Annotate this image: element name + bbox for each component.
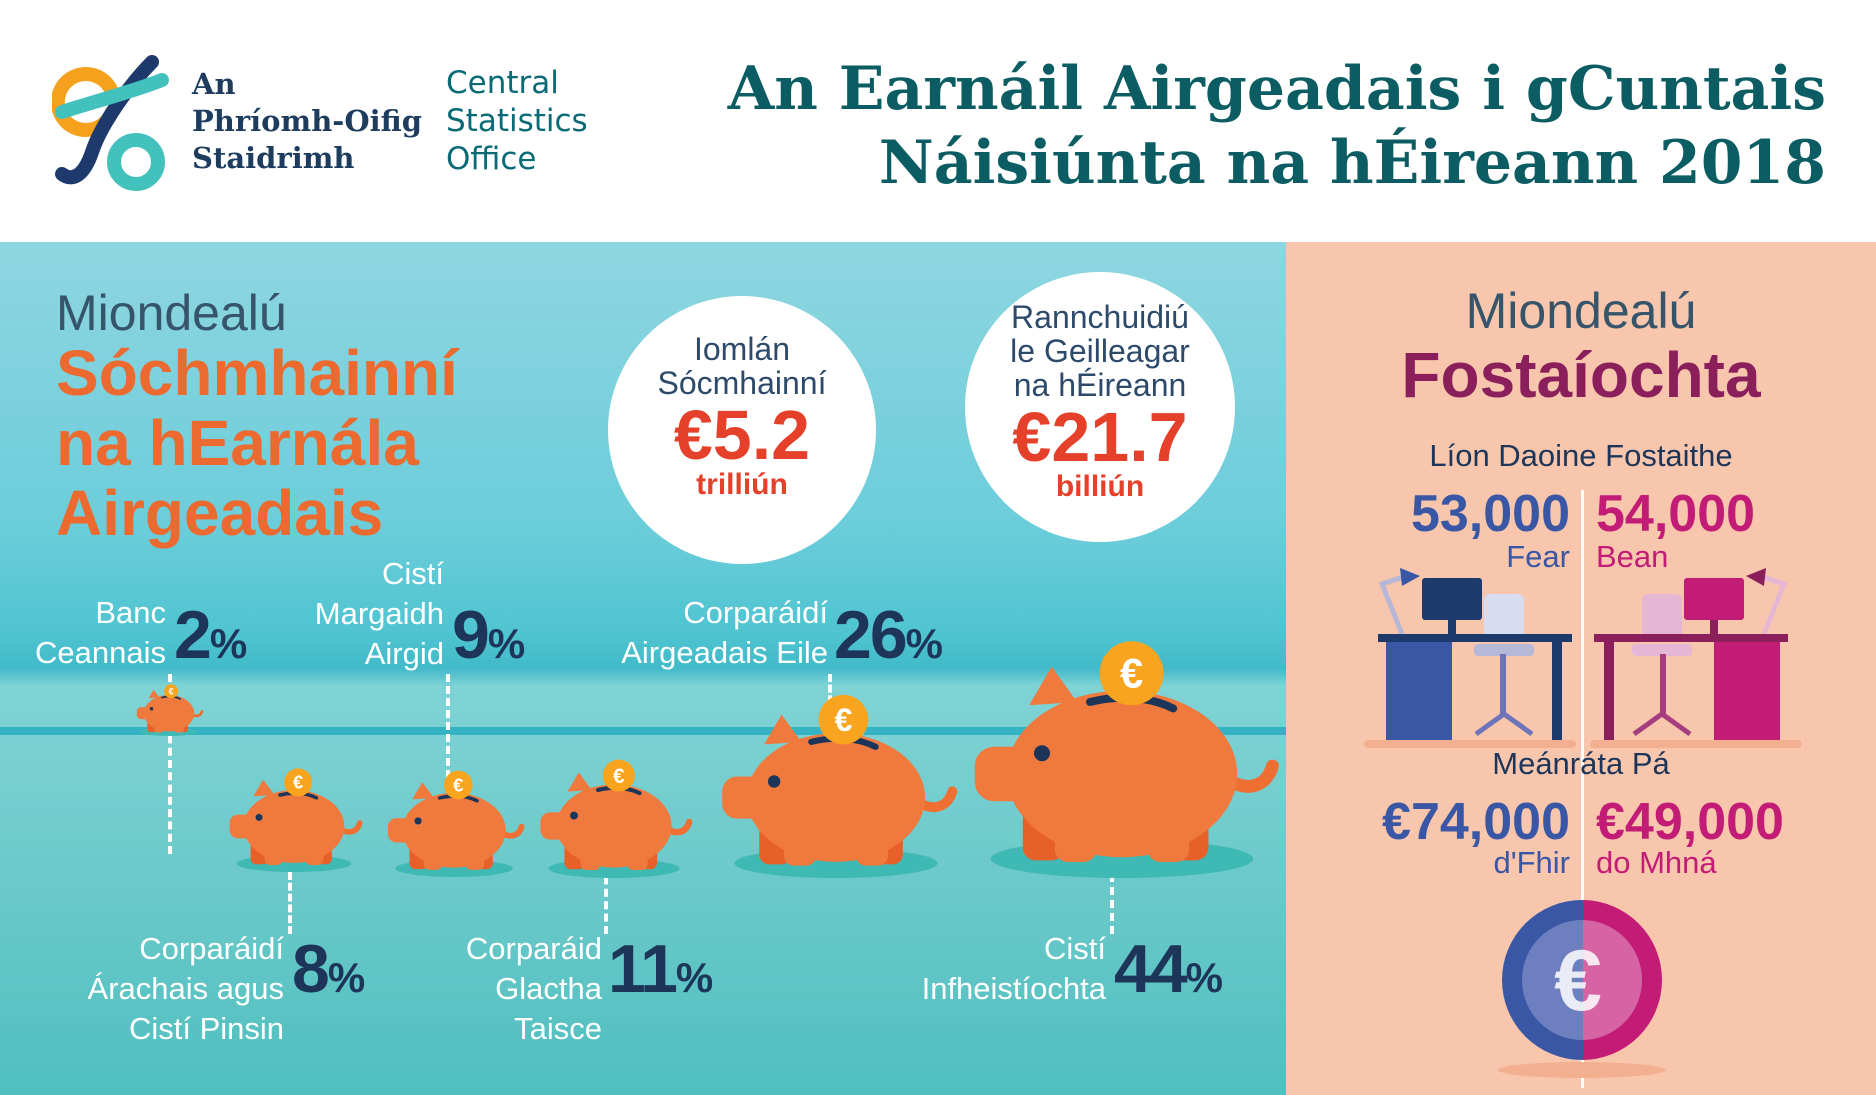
euro-coin-icon — [1099, 641, 1164, 706]
lamp-icon — [1746, 568, 1766, 586]
segment-label-investment-funds: Cistí Infheistíochta — [921, 931, 1106, 1006]
headcount-heading: Líon Daoine Fostaithe — [1429, 438, 1733, 473]
leader-line-investment-funds — [1110, 874, 1114, 934]
assets-subtitle-big: Sóchmhainní na hEarnála Airgeadais — [56, 337, 458, 549]
contribution-label-2: le Geilleagar — [1010, 333, 1190, 369]
segment-percent-insurance-pension: 8% — [292, 931, 365, 1007]
logo-english-name: Central Statistics Office — [446, 65, 588, 177]
men-label: Fear — [1506, 539, 1570, 574]
segment-label-other-financial-corporations: Corparáidí Airgeadais Eile — [621, 595, 828, 670]
segment-label-insurance-pension: Corparáidí Árachais agus Cistí Pinsin — [87, 931, 284, 1046]
contribution-label-3: na hÉireann — [1013, 367, 1187, 403]
leader-line-other-financial-corporations — [828, 674, 832, 714]
leader-line-insurance-pension — [288, 872, 292, 934]
total-assets-unit: trilliún — [696, 468, 788, 501]
women-count: 54,000 — [1596, 485, 1756, 543]
contribution-circle: Rannchuidiú le Geilleagar na hÉireann €2… — [965, 272, 1235, 542]
assets-panel: Miondealú Sóchmhainní na hEarnála Airgea… — [0, 242, 1286, 1095]
segment-label-deposit-taking: Corparáid Glactha Taisce — [465, 931, 602, 1046]
segment-percent-other-financial-corporations: 26% — [834, 597, 943, 673]
women-label: Bean — [1596, 539, 1669, 574]
euro-coin-icon — [443, 770, 473, 800]
employment-subtitle-small: Miondealú — [1465, 283, 1697, 339]
office-chair-icon — [1642, 594, 1682, 640]
men-pay-label: d'Fhir — [1493, 845, 1570, 880]
lamp-icon — [1400, 568, 1420, 586]
logo-irish-name: An Phríomh-Oifig Staidrimh — [192, 67, 422, 175]
assets-subtitle-small: Miondealú — [56, 285, 287, 341]
euro-coin-icon: € — [1498, 900, 1666, 1078]
euro-coin-icon — [284, 768, 313, 797]
employment-panel: Miondealú Fostaíochta Líon Daoine Fostai… — [1286, 242, 1876, 1095]
euro-coin-icon — [602, 759, 635, 792]
piggy-bank-icon-deposit-taking — [534, 759, 694, 878]
cso-logo-icon — [52, 55, 169, 191]
men-desk-icon — [1364, 568, 1576, 748]
men-count: 53,000 — [1410, 485, 1570, 543]
segment-label-money-market-funds: Cistí Margaidh Airgid — [314, 556, 444, 671]
contribution-label-1: Rannchuidiú — [1011, 299, 1189, 335]
employment-subtitle-big: Fostaíochta — [1401, 339, 1761, 411]
monitor-icon — [1684, 578, 1744, 620]
piggy-bank-icon-money-market-funds — [382, 770, 526, 877]
shelf-divider — [0, 727, 1286, 735]
header: An Phríomh-Oifig Staidrimh Central Stati… — [0, 0, 1876, 242]
piggy-bank-icon-investment-funds — [962, 641, 1282, 878]
total-assets-label-1: Iomlán — [693, 331, 791, 367]
svg-text:€: € — [1554, 933, 1602, 1029]
contribution-value: €21.7 — [1012, 398, 1188, 476]
pay-heading: Meánráta Pá — [1492, 746, 1670, 781]
euro-coin-icon — [164, 684, 179, 699]
segment-percent-money-market-funds: 9% — [452, 597, 525, 673]
piggy-bank-icon-other-financial-corporations — [712, 694, 960, 878]
total-assets-value: €5.2 — [673, 396, 811, 474]
segment-label-central-bank: Banc Ceannais — [35, 595, 166, 670]
piggy-bank-icon-central-bank — [135, 684, 204, 738]
contribution-unit: billiún — [1055, 470, 1145, 503]
segment-percent-central-bank: 2% — [174, 597, 247, 673]
women-pay-label: do Mhná — [1596, 845, 1717, 880]
gender-divider-top — [1581, 490, 1584, 956]
monitor-icon — [1422, 578, 1482, 620]
euro-coin-icon — [818, 694, 869, 745]
office-chair-icon — [1484, 594, 1524, 640]
women-pay: €49,000 — [1596, 793, 1784, 851]
total-assets-label-2: Sócmhainní — [657, 365, 827, 401]
page-title: An Earnáil Airgeadais i gCuntais Náisiún… — [727, 54, 1826, 198]
total-assets-circle: Iomlán Sócmhainní €5.2 trilliún — [608, 296, 876, 564]
segment-percent-investment-funds: 44% — [1114, 931, 1223, 1007]
men-pay: €74,000 — [1382, 793, 1570, 851]
leader-line-money-market-funds — [446, 674, 450, 814]
leader-line-central-bank — [168, 674, 172, 854]
segment-percent-deposit-taking: 11% — [608, 931, 713, 1007]
leader-line-deposit-taking — [604, 864, 608, 934]
women-desk-icon — [1590, 568, 1802, 748]
piggy-bank-icon-insurance-pension — [224, 768, 364, 872]
